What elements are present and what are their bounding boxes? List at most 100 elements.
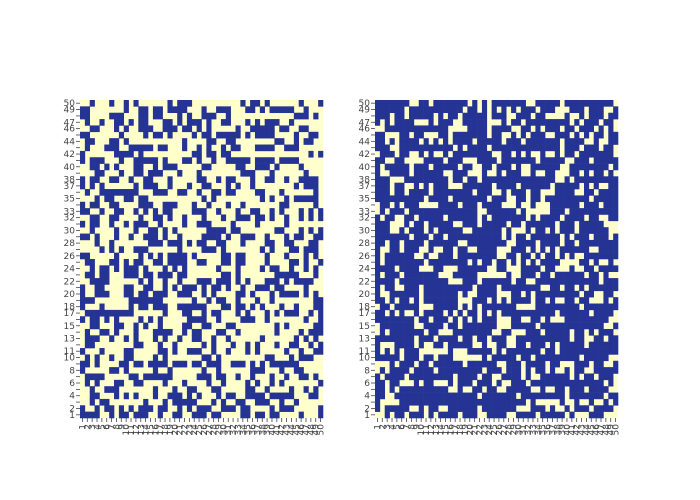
heatmap-cell	[462, 316, 468, 323]
heatmap-cell	[240, 259, 246, 266]
heatmap-cell	[114, 227, 120, 234]
heatmap-cell	[564, 150, 570, 158]
heatmap-cell	[520, 354, 526, 362]
heatmap-cell	[549, 303, 556, 311]
heatmap-cell	[84, 297, 91, 304]
heatmap-cell	[240, 163, 246, 171]
heatmap-cell	[409, 278, 415, 285]
heatmap-cell	[574, 373, 580, 381]
heatmap-cell	[525, 119, 531, 126]
heatmap-cell	[128, 233, 134, 241]
heatmap-cell	[152, 112, 159, 120]
heatmap-cell	[467, 195, 473, 203]
heatmap-cell	[152, 373, 159, 381]
heatmap-cell	[394, 233, 400, 241]
heatmap-cell	[511, 309, 517, 317]
heatmap-cell	[225, 201, 231, 209]
heatmap-cell	[598, 157, 604, 164]
heatmap-cell	[284, 322, 290, 330]
heatmap-cell	[481, 379, 488, 387]
heatmap-cell	[313, 297, 319, 304]
heatmap-cell	[211, 227, 217, 234]
heatmap-cell	[569, 341, 575, 349]
heatmap-cell	[520, 322, 526, 330]
heatmap-cell	[118, 411, 125, 419]
y-tick-label: 28	[359, 239, 371, 249]
heatmap-cell	[496, 169, 502, 177]
heatmap-cell	[579, 341, 585, 349]
heatmap-cell	[438, 100, 444, 107]
heatmap-cell	[535, 309, 541, 317]
heatmap-cell	[433, 303, 439, 311]
heatmap-cell	[89, 386, 95, 393]
heatmap-cell	[554, 373, 560, 381]
heatmap-cell	[549, 214, 556, 222]
y-tick-label: 50	[359, 99, 371, 109]
heatmap-cell	[549, 290, 556, 298]
heatmap-cell	[148, 182, 154, 190]
heatmap-cell	[583, 373, 590, 381]
heatmap-cell	[472, 297, 478, 304]
x-tick-label: 31	[519, 424, 529, 435]
x-tick-label: 48	[307, 424, 317, 436]
heatmap-cell	[138, 259, 144, 266]
heatmap-cell	[133, 271, 139, 279]
heatmap-cell	[288, 157, 295, 164]
heatmap-cell	[511, 119, 517, 126]
heatmap-cell	[404, 360, 410, 368]
x-tick-label: 37	[253, 424, 263, 435]
heatmap-cell	[545, 259, 551, 266]
y-tick-label: 44	[359, 137, 371, 147]
heatmap-cell	[496, 354, 502, 362]
heatmap-cell	[472, 386, 478, 393]
heatmap-cell	[409, 208, 415, 215]
heatmap-cell	[172, 265, 178, 273]
heatmap-cell	[138, 379, 144, 387]
heatmap-cell	[250, 169, 256, 177]
heatmap-cell	[235, 328, 241, 336]
heatmap-cell	[409, 392, 415, 400]
heatmap-cell	[540, 220, 546, 228]
heatmap-cell	[452, 398, 458, 406]
heatmap-cell	[89, 201, 95, 209]
heatmap-cell	[428, 290, 434, 298]
heatmap-cell	[264, 125, 270, 133]
heatmap-cell	[496, 379, 502, 387]
heatmap-cell	[613, 239, 619, 247]
heatmap-cell	[501, 373, 507, 381]
heatmap-cell	[501, 144, 507, 152]
heatmap-cell	[428, 271, 434, 279]
heatmap-cell	[588, 227, 594, 234]
heatmap-cell	[477, 189, 483, 196]
x-tick-label: 7	[108, 424, 118, 430]
heatmap-cell	[375, 182, 381, 190]
heatmap-cell	[438, 189, 444, 196]
heatmap-cell	[254, 392, 261, 400]
heatmap-cell	[379, 182, 386, 190]
heatmap-cell	[148, 405, 154, 412]
heatmap-cell	[506, 328, 512, 336]
heatmap-cell	[409, 138, 415, 145]
heatmap-cell	[462, 303, 468, 311]
heatmap-cell	[608, 125, 614, 133]
heatmap-cell	[409, 373, 415, 381]
heatmap-cell	[574, 392, 580, 400]
heatmap-cell	[438, 106, 444, 114]
heatmap-cell	[574, 322, 580, 330]
heatmap-cell	[177, 335, 183, 342]
heatmap-cell	[245, 278, 251, 285]
heatmap-cell	[225, 392, 231, 400]
heatmap-cell	[428, 335, 434, 342]
heatmap-cell	[545, 309, 551, 317]
heatmap-cell	[549, 322, 556, 330]
heatmap-cell	[220, 144, 227, 152]
heatmap-cell	[457, 214, 463, 222]
heatmap-cell	[186, 290, 193, 298]
heatmap-cell	[384, 189, 390, 196]
heatmap-cell	[293, 259, 299, 266]
heatmap-cell	[588, 386, 594, 393]
heatmap-cell	[467, 367, 473, 374]
heatmap-cell	[94, 373, 100, 381]
heatmap-cell	[288, 392, 295, 400]
heatmap-cell	[443, 290, 449, 298]
